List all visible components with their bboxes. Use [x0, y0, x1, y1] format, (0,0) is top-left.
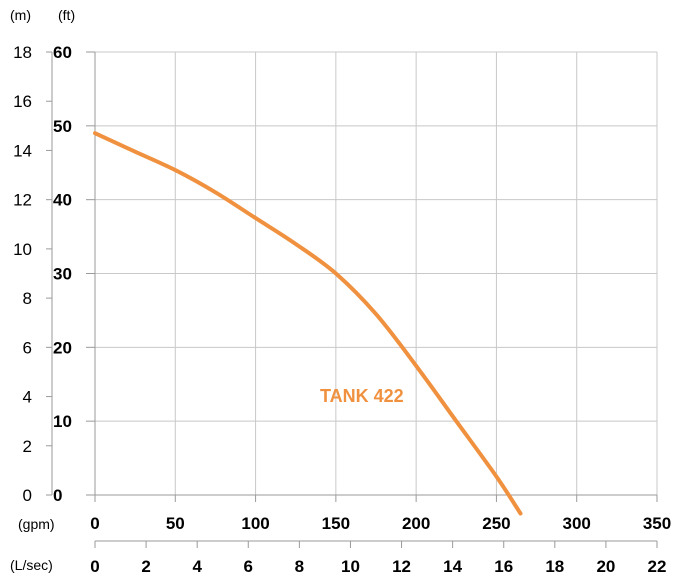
tick-label-gpm: 300 — [563, 514, 591, 533]
tick-label-lsec: 14 — [443, 557, 462, 576]
tick-label-m: 12 — [13, 191, 32, 210]
tick-label-ft: 30 — [53, 265, 72, 284]
tick-label-m: 14 — [13, 141, 32, 160]
tick-label-gpm: 200 — [402, 514, 430, 533]
tick-label-ft: 20 — [53, 338, 72, 357]
series-line-tank-422 — [93, 131, 523, 516]
tick-label-lsec: 0 — [90, 557, 99, 576]
unit-m: (m) — [10, 7, 31, 23]
tick-label-m: 0 — [23, 486, 32, 505]
unit-gpm: (gpm) — [18, 516, 55, 532]
tick-label-gpm: 150 — [322, 514, 350, 533]
tick-label-gpm: 0 — [90, 514, 99, 533]
tick-label-lsec: 8 — [295, 557, 304, 576]
gpm-tick-labels: 0 50 100 150 200 250 300 350 — [90, 514, 671, 533]
unit-lsec: (L/sec) — [10, 557, 53, 573]
tick-label-ft: 40 — [53, 191, 72, 210]
tick-label-gpm: 100 — [241, 514, 269, 533]
grid-lines — [94, 51, 658, 496]
tick-label-gpm: 350 — [643, 514, 671, 533]
tick-label-m: 8 — [23, 289, 32, 308]
tick-label-m: 4 — [23, 388, 32, 407]
tick-label-ft: 60 — [53, 43, 72, 62]
axes — [46, 51, 658, 548]
series-label-tank-422: TANK 422 — [320, 386, 404, 406]
tick-label-lsec: 16 — [494, 557, 513, 576]
tick-label-ft: 50 — [53, 117, 72, 136]
tick-label-ft: 10 — [53, 412, 72, 431]
unit-ft: (ft) — [58, 7, 75, 23]
tick-label-lsec: 20 — [596, 557, 615, 576]
tick-label-lsec: 10 — [341, 557, 360, 576]
tick-label-lsec: 12 — [392, 557, 411, 576]
tick-label-lsec: 18 — [545, 557, 564, 576]
lsec-tick-labels: 0 2 4 6 8 10 12 14 16 18 20 22 — [90, 557, 666, 576]
tick-label-lsec: 6 — [244, 557, 253, 576]
tick-label-m: 10 — [13, 240, 32, 259]
tick-label-m: 2 — [23, 437, 32, 456]
tick-label-lsec: 2 — [141, 557, 150, 576]
tick-label-lsec: 22 — [648, 557, 667, 576]
tick-label-m: 16 — [13, 92, 32, 111]
tick-label-gpm: 50 — [166, 514, 185, 533]
ft-tick-labels: 0 10 20 30 40 50 60 — [53, 43, 72, 505]
tick-label-ft: 0 — [53, 486, 62, 505]
tick-label-m: 6 — [23, 338, 32, 357]
m-tick-labels: 0 2 4 6 8 10 12 14 16 18 — [13, 43, 32, 505]
tick-label-m: 18 — [13, 43, 32, 62]
tick-label-lsec: 4 — [192, 557, 202, 576]
tick-label-gpm: 250 — [482, 514, 510, 533]
